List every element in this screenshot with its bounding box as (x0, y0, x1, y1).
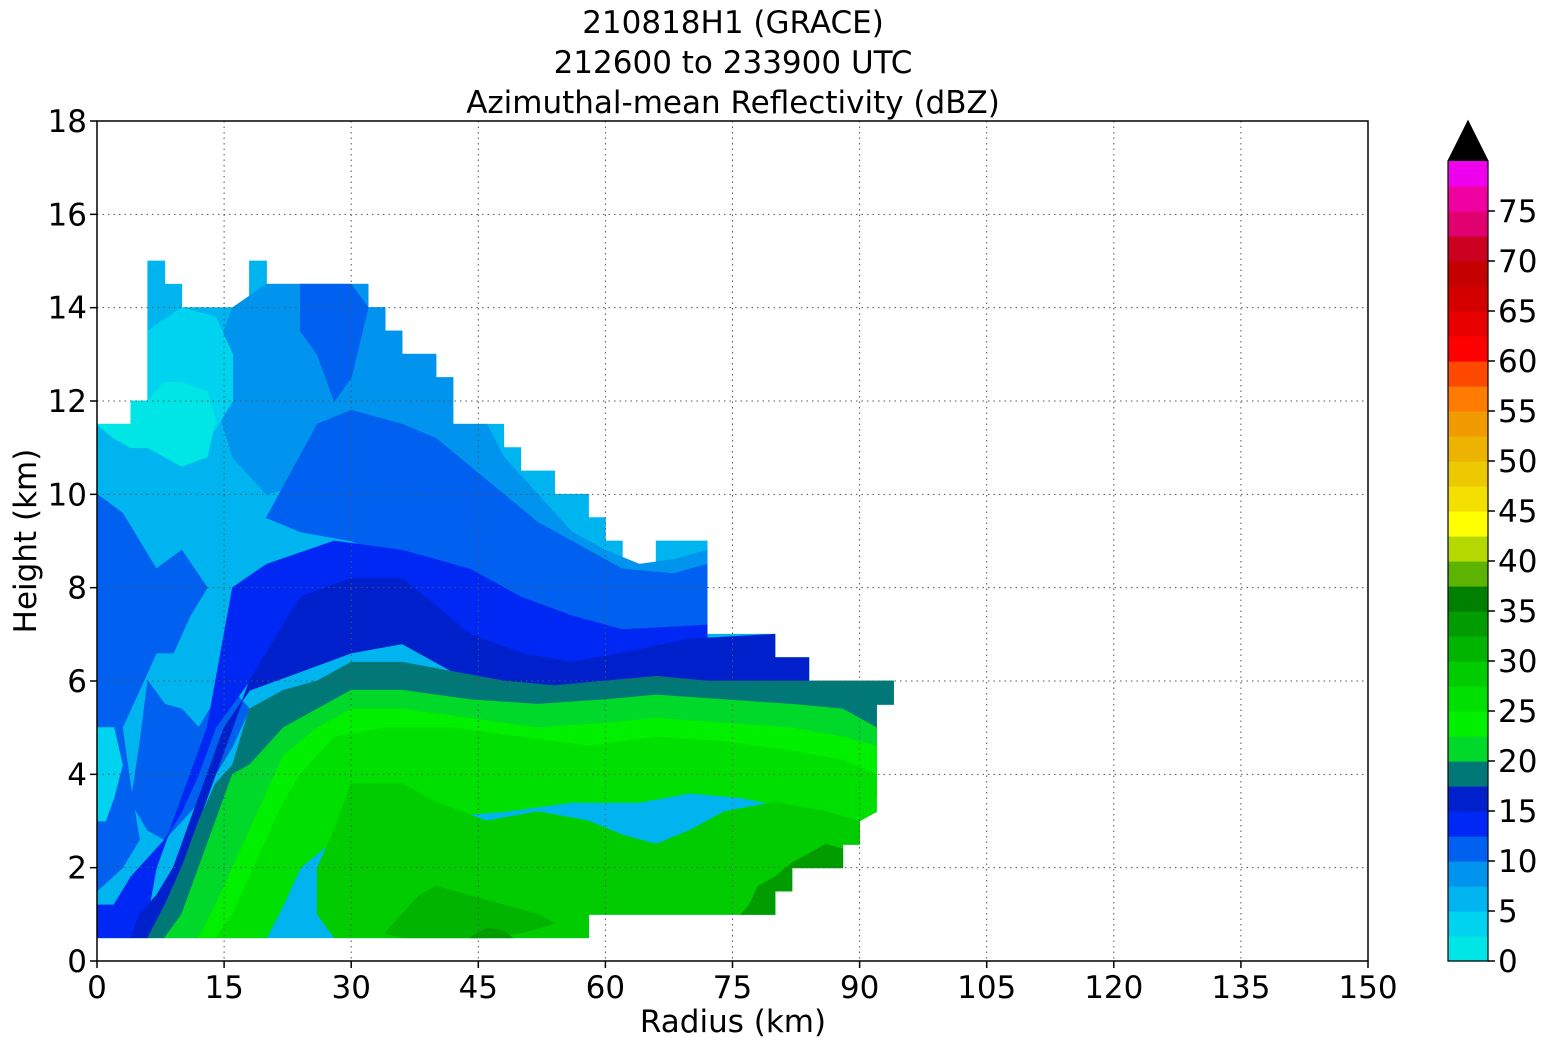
x-tick-label: 30 (331, 970, 370, 1006)
x-tick-label: 45 (459, 970, 498, 1006)
colorbar-swatch (1448, 336, 1488, 362)
y-axis: 0 2 4 6 8 10 12 14 16 18 (48, 104, 97, 980)
y-tick-label: 10 (48, 477, 87, 513)
colorbar-swatch (1448, 161, 1488, 187)
x-tick-label: 0 (87, 970, 107, 1006)
x-tick-label: 120 (1084, 970, 1143, 1006)
chart-title-line-1: 210818H1 (GRACE) (582, 5, 884, 41)
x-tick-label: 75 (713, 970, 752, 1006)
y-tick-label: 2 (67, 851, 87, 887)
colorbar-swatch (1448, 636, 1488, 662)
grid-layer (97, 121, 1368, 961)
y-tick-label: 0 (67, 944, 87, 980)
colorbar-swatch (1448, 786, 1488, 812)
contour-region-5 (97, 493, 208, 892)
x-tick-label: 15 (204, 970, 243, 1006)
colorbar-tick-label: 40 (1498, 544, 1537, 580)
x-tick-label: 135 (1211, 970, 1270, 1006)
y-tick-label: 6 (67, 664, 87, 700)
colorbar-swatch (1448, 411, 1488, 437)
contour-region-14 (214, 727, 877, 939)
colorbar-tick-label: 35 (1498, 594, 1537, 630)
colorbar-tick-label: 55 (1498, 394, 1537, 430)
chart-title-line-3: Azimuthal-mean Reflectivity (dBZ) (466, 85, 1000, 121)
colorbar-swatch (1448, 211, 1488, 237)
colorbar-tick-label: 10 (1498, 844, 1537, 880)
contour-region-17 (469, 927, 514, 939)
y-tick-label: 4 (67, 757, 87, 793)
colorbar-swatch (1448, 536, 1488, 562)
x-axis: 0 15 30 45 60 75 90 105 120 135 150 (87, 961, 1398, 1006)
colorbar-tick-label: 25 (1498, 694, 1537, 730)
colorbar-swatch (1448, 586, 1488, 612)
colorbar-swatch (1448, 911, 1488, 937)
colorbar-swatch (1448, 936, 1488, 962)
colorbar-tick-label: 50 (1498, 444, 1537, 480)
colorbar-tick-label: 15 (1498, 794, 1537, 830)
y-axis-label: Height (km) (8, 449, 44, 634)
contour-layer (97, 260, 894, 939)
colorbar-swatch (1448, 511, 1488, 537)
x-tick-label: 60 (586, 970, 625, 1006)
contour-region-21 (97, 727, 123, 822)
colorbar-swatch (1448, 711, 1488, 737)
y-tick-label: 8 (67, 571, 87, 607)
colorbar-swatch (1448, 736, 1488, 762)
colorbar-swatch (1448, 886, 1488, 912)
colorbar-swatch (1448, 261, 1488, 287)
colorbar-swatch (1448, 861, 1488, 887)
colorbar-tick-label: 60 (1498, 344, 1537, 380)
colorbar-tick-label: 75 (1498, 194, 1537, 230)
colorbar-swatch (1448, 561, 1488, 587)
x-tick-label: 90 (840, 970, 879, 1006)
colorbar-tick-label: 5 (1498, 894, 1518, 930)
colorbar-tick-label: 65 (1498, 294, 1537, 330)
colorbar-swatch (1448, 611, 1488, 637)
colorbar-outline (1447, 119, 1489, 962)
contour-region-6 (299, 283, 369, 402)
y-tick-label: 14 (48, 291, 87, 327)
x-axis-label: Radius (km) (640, 1004, 826, 1040)
colorbar-extend-arrow (1448, 121, 1488, 161)
colorbar-swatch (1448, 361, 1488, 387)
colorbar-tick-label: 45 (1498, 494, 1537, 530)
colorbar-swatch (1448, 761, 1488, 787)
colorbar-swatch (1448, 486, 1488, 512)
colorbar-tick-label: 70 (1498, 244, 1537, 280)
colorbar-swatch (1448, 661, 1488, 687)
colorbar-swatch (1448, 836, 1488, 862)
y-tick-label: 18 (48, 104, 87, 140)
y-tick-label: 12 (48, 384, 87, 420)
chart-title-line-2: 212600 to 233900 UTC (553, 45, 913, 81)
x-tick-label: 150 (1338, 970, 1397, 1006)
contour-region-18 (740, 843, 844, 915)
colorbar: 0 5 10 15 20 25 30 35 40 45 50 55 60 65 70 75 (1447, 119, 1537, 980)
colorbar-tick-label: 20 (1498, 744, 1537, 780)
colorbar-swatch (1448, 286, 1488, 312)
colorbar-swatch (1448, 311, 1488, 337)
colorbar-swatch (1448, 436, 1488, 462)
colorbar-swatch (1448, 461, 1488, 487)
colorbar-swatch (1448, 236, 1488, 262)
colorbar-swatch (1448, 811, 1488, 837)
colorbar-tick-label: 0 (1498, 944, 1518, 980)
colorbar-swatch (1448, 686, 1488, 712)
y-tick-label: 16 (48, 197, 87, 233)
x-tick-label: 105 (957, 970, 1016, 1006)
colorbar-swatch (1448, 186, 1488, 212)
colorbar-swatch (1448, 386, 1488, 412)
colorbar-tick-label: 30 (1498, 644, 1537, 680)
